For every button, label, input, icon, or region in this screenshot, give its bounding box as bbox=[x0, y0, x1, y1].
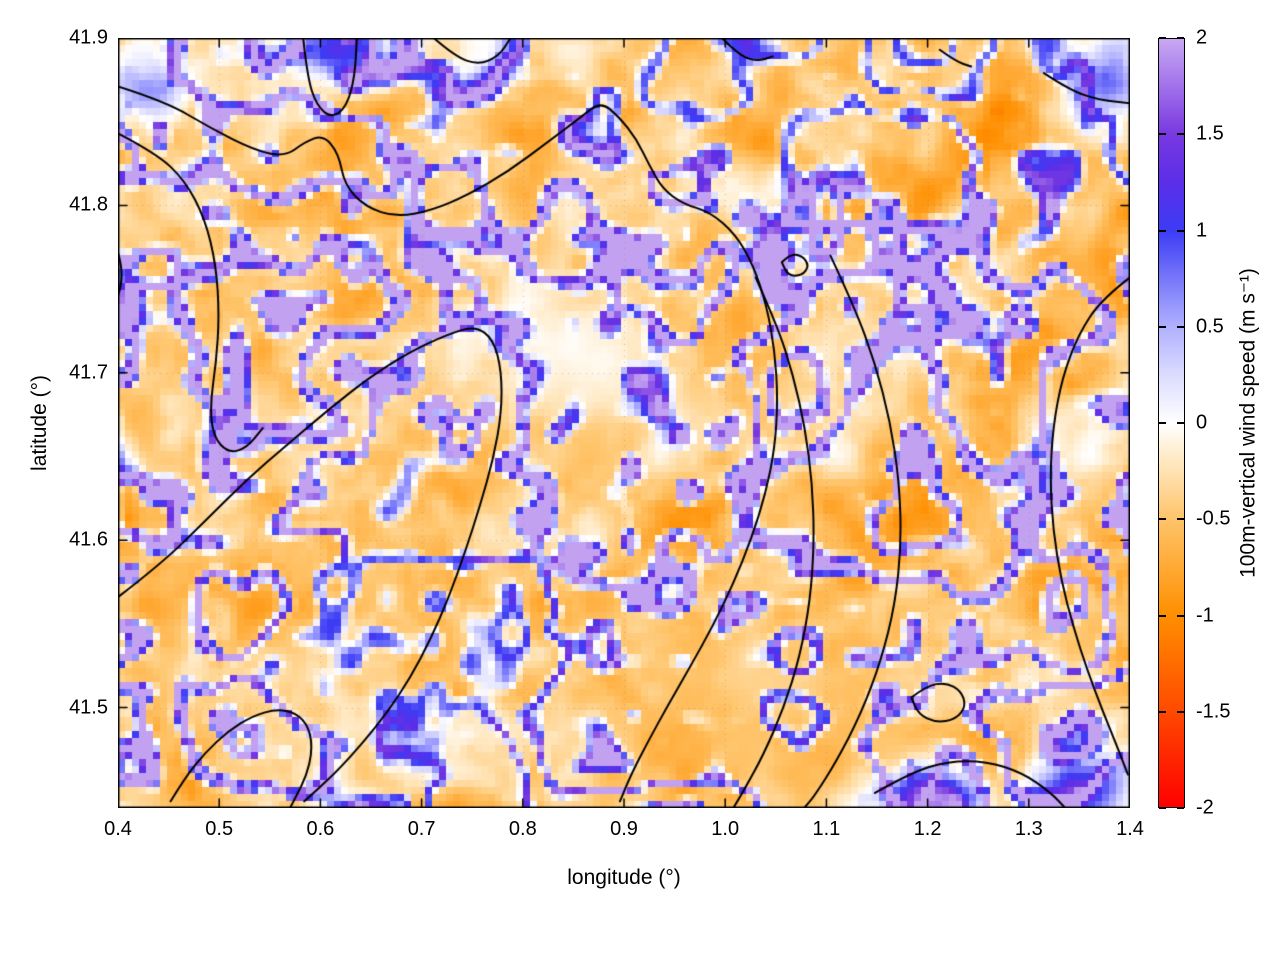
x-tick-label: 1.0 bbox=[711, 818, 740, 840]
colorbar-tick-mark bbox=[1177, 518, 1184, 521]
colorbar-tick-mark bbox=[1159, 133, 1166, 136]
colorbar-tick-label: 0.5 bbox=[1196, 315, 1224, 338]
y-tick-label: 41.7 bbox=[69, 361, 108, 384]
colorbar-tick-mark bbox=[1159, 614, 1166, 617]
colorbar-tick-label: 1 bbox=[1196, 219, 1208, 241]
x-tick-label: 0.5 bbox=[205, 818, 234, 840]
y-tick-label: 41.5 bbox=[69, 696, 108, 719]
colorbar-tick-mark bbox=[1177, 422, 1184, 424]
colorbar-tick-mark bbox=[1159, 422, 1166, 424]
colorbar-tick-label: -0.5 bbox=[1196, 507, 1231, 530]
x-tick-label: 1.2 bbox=[913, 818, 942, 840]
colorbar-tick-mark bbox=[1177, 614, 1184, 617]
colorbar-tick-label: 1.5 bbox=[1196, 122, 1224, 145]
x-tick-label: 1.1 bbox=[812, 818, 841, 840]
colorbar-label: 100m-vertical wind speed (m s⁻¹) bbox=[1236, 268, 1260, 578]
x-tick-label: 1.3 bbox=[1014, 818, 1043, 840]
x-tick-label: 0.6 bbox=[306, 818, 335, 840]
colorbar-tick-mark bbox=[1159, 229, 1166, 232]
x-tick-label: 1.4 bbox=[1116, 818, 1144, 840]
colorbar-tick-label: 2 bbox=[1196, 26, 1208, 49]
colorbar-tick-mark bbox=[1177, 229, 1184, 232]
x-tick-label: 0.8 bbox=[508, 818, 537, 840]
y-tick-label: 41.6 bbox=[69, 528, 108, 551]
y-tick-label: 41.8 bbox=[69, 193, 108, 216]
contour-overlay-canvas bbox=[118, 38, 1130, 808]
x-axis-label: longitude (°) bbox=[567, 866, 681, 889]
colorbar-tick-mark bbox=[1159, 325, 1166, 328]
colorbar-tick-mark bbox=[1177, 325, 1184, 328]
y-axis-label: latitude (°) bbox=[28, 375, 51, 471]
colorbar-tick-mark bbox=[1177, 807, 1184, 809]
x-tick-label: 0.4 bbox=[104, 818, 132, 840]
colorbar-tick-mark bbox=[1159, 807, 1166, 809]
colorbar-tick-label: 0 bbox=[1196, 411, 1208, 434]
colorbar-tick-mark bbox=[1177, 133, 1184, 136]
colorbar-tick-mark bbox=[1159, 710, 1166, 713]
colorbar-tick-label: -2 bbox=[1196, 796, 1214, 819]
heatmap-plot bbox=[118, 38, 1130, 808]
x-tick-label: 0.9 bbox=[610, 818, 638, 840]
colorbar-tick-mark bbox=[1177, 37, 1184, 39]
y-tick-label: 41.9 bbox=[69, 26, 108, 49]
colorbar-tick-mark bbox=[1159, 37, 1166, 39]
x-tick-label: 0.7 bbox=[407, 818, 436, 840]
colorbar-tick-mark bbox=[1159, 518, 1166, 521]
colorbar-tick-label: -1 bbox=[1196, 604, 1214, 626]
colorbar-tick-mark bbox=[1177, 710, 1184, 713]
colorbar-tick-label: -1.5 bbox=[1196, 700, 1231, 723]
